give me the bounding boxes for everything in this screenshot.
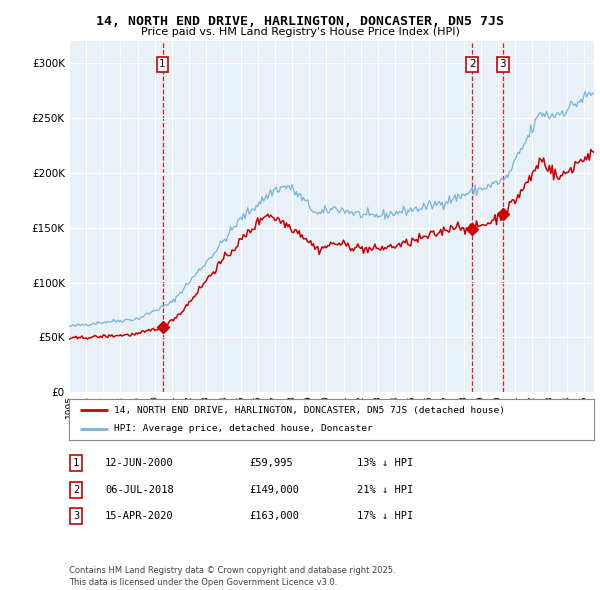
Text: 2: 2: [73, 485, 79, 494]
Text: Contains HM Land Registry data © Crown copyright and database right 2025.
This d: Contains HM Land Registry data © Crown c…: [69, 566, 395, 587]
Text: 3: 3: [73, 512, 79, 521]
Text: 14, NORTH END DRIVE, HARLINGTON, DONCASTER, DN5 7JS: 14, NORTH END DRIVE, HARLINGTON, DONCAST…: [96, 15, 504, 28]
Text: HPI: Average price, detached house, Doncaster: HPI: Average price, detached house, Donc…: [113, 424, 373, 433]
Text: 1: 1: [159, 59, 166, 69]
Text: 2: 2: [469, 59, 476, 69]
Text: 15-APR-2020: 15-APR-2020: [105, 512, 174, 521]
Text: £163,000: £163,000: [249, 512, 299, 521]
Text: £59,995: £59,995: [249, 458, 293, 468]
Text: 1: 1: [73, 458, 79, 468]
Text: 14, NORTH END DRIVE, HARLINGTON, DONCASTER, DN5 7JS (detached house): 14, NORTH END DRIVE, HARLINGTON, DONCAST…: [113, 406, 505, 415]
Text: 12-JUN-2000: 12-JUN-2000: [105, 458, 174, 468]
Text: 21% ↓ HPI: 21% ↓ HPI: [357, 485, 413, 494]
Text: 13% ↓ HPI: 13% ↓ HPI: [357, 458, 413, 468]
Text: 3: 3: [500, 59, 506, 69]
Text: 06-JUL-2018: 06-JUL-2018: [105, 485, 174, 494]
Text: Price paid vs. HM Land Registry's House Price Index (HPI): Price paid vs. HM Land Registry's House …: [140, 27, 460, 37]
Text: 17% ↓ HPI: 17% ↓ HPI: [357, 512, 413, 521]
Text: £149,000: £149,000: [249, 485, 299, 494]
